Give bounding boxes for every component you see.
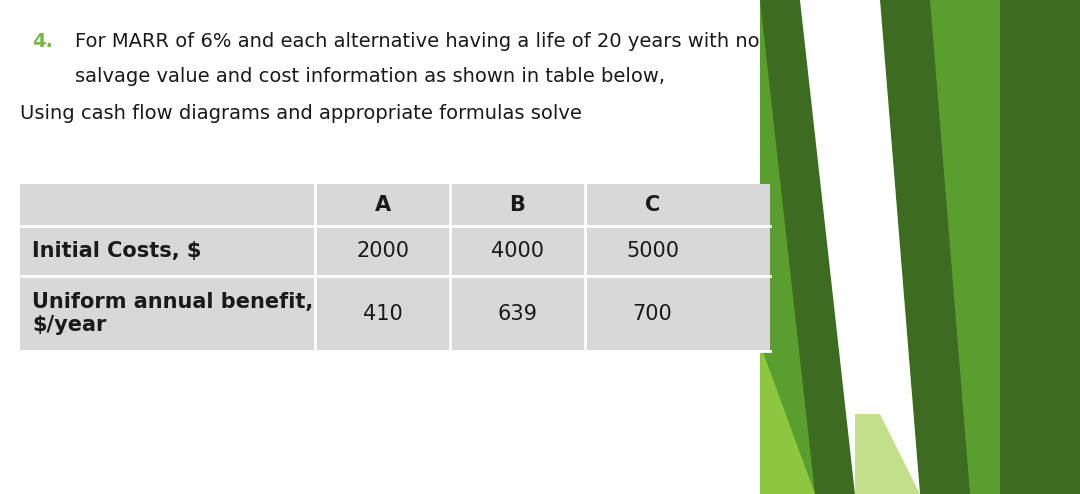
Text: Using cash flow diagrams and appropriate formulas solve: Using cash flow diagrams and appropriate… xyxy=(21,104,582,123)
Text: 410: 410 xyxy=(363,303,403,324)
Polygon shape xyxy=(800,0,920,494)
Bar xyxy=(760,0,1000,494)
Text: For MARR of 6% and each alternative having a life of 20 years with no: For MARR of 6% and each alternative havi… xyxy=(75,32,759,51)
Bar xyxy=(0,0,760,494)
Text: 4.: 4. xyxy=(32,32,53,51)
Text: 4000: 4000 xyxy=(491,241,544,261)
Polygon shape xyxy=(855,414,920,494)
Text: Uniform annual benefit,
$/year: Uniform annual benefit, $/year xyxy=(32,292,313,335)
Polygon shape xyxy=(760,0,855,494)
Text: A: A xyxy=(375,195,391,215)
Bar xyxy=(21,184,770,351)
Text: 700: 700 xyxy=(633,303,673,324)
Text: C: C xyxy=(645,195,660,215)
Polygon shape xyxy=(1000,0,1080,494)
Text: 639: 639 xyxy=(498,303,538,324)
Text: B: B xyxy=(510,195,526,215)
Text: Initial Costs, $: Initial Costs, $ xyxy=(32,241,201,261)
Polygon shape xyxy=(760,344,815,494)
Text: 5000: 5000 xyxy=(626,241,679,261)
Text: salvage value and cost information as shown in table below,: salvage value and cost information as sh… xyxy=(75,67,665,86)
Text: 2000: 2000 xyxy=(356,241,409,261)
Polygon shape xyxy=(760,0,1000,494)
Bar xyxy=(1000,0,1080,494)
Polygon shape xyxy=(880,0,970,494)
